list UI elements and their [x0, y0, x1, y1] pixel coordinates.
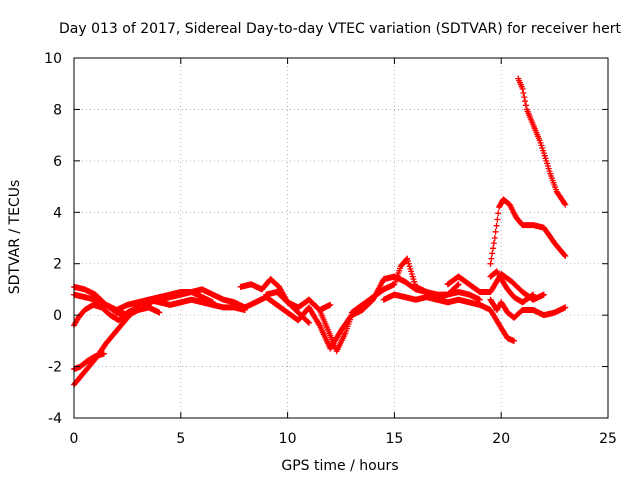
- data-series: [71, 75, 569, 388]
- y-tick-label: 4: [53, 205, 62, 221]
- series-arc-11: [380, 291, 517, 344]
- series-marks: [113, 296, 248, 313]
- x-tick-label: 10: [279, 431, 297, 447]
- series-arc-14: [487, 268, 537, 306]
- x-tick-label: 15: [385, 431, 403, 447]
- y-tick-label: -2: [48, 360, 62, 376]
- y-tick-label: 10: [44, 51, 62, 67]
- y-tick-label: 2: [53, 257, 62, 273]
- series-marks: [515, 75, 569, 208]
- chart-title: Day 013 of 2017, Sidereal Day-to-day VTE…: [59, 21, 621, 37]
- series-arc-15: [487, 196, 569, 267]
- y-tick-label: 8: [53, 102, 62, 118]
- y-tick-label: 6: [53, 154, 62, 170]
- series-marks: [487, 268, 537, 306]
- x-tick-label: 20: [492, 431, 510, 447]
- series-marks: [380, 291, 517, 344]
- series-arc-16: [515, 75, 569, 208]
- x-tick-label: 0: [70, 431, 79, 447]
- series-arc-13: [487, 296, 569, 321]
- series-marks: [487, 196, 569, 267]
- axis-ticks: 0 5 10 15 20 25 -4 -2 0 2 4 6 8 10: [44, 51, 617, 447]
- x-axis-label: GPS time / hours: [281, 458, 398, 474]
- series-arc-6: [113, 296, 248, 313]
- series-marks: [487, 296, 569, 321]
- y-axis-label: SDTVAR / TECUs: [7, 180, 23, 295]
- x-tick-label: 5: [176, 431, 185, 447]
- y-tick-label: -4: [48, 411, 62, 427]
- plot-frame: [73, 57, 609, 419]
- y-tick-label: 0: [53, 308, 62, 324]
- x-tick-label: 25: [599, 431, 617, 447]
